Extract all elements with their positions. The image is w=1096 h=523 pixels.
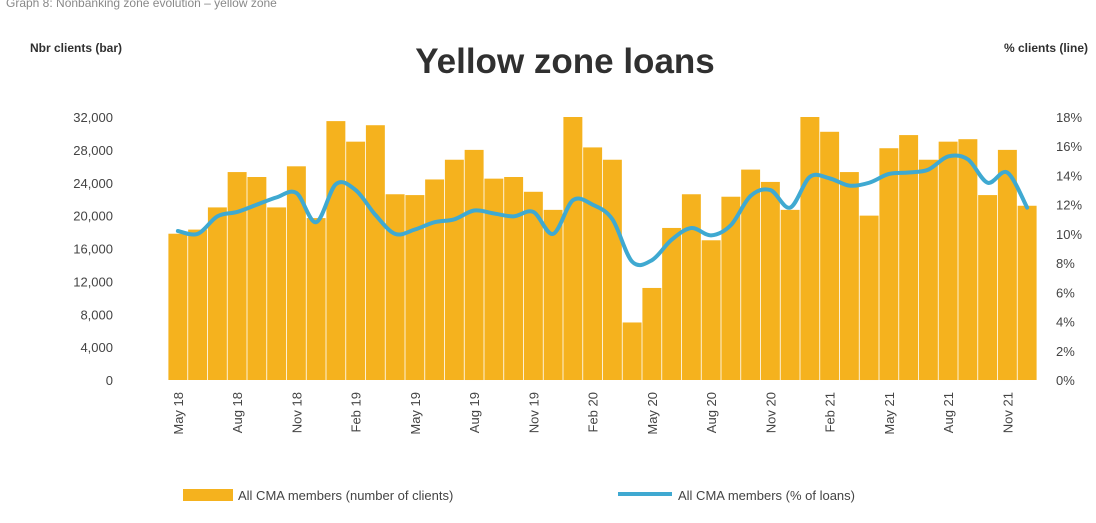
y-left-tick-label: 32,000 bbox=[73, 110, 113, 125]
y-right-axis-label: % clients (line) bbox=[1004, 41, 1088, 55]
bar-sep-20 bbox=[721, 196, 741, 380]
x-tick-label: May 18 bbox=[171, 392, 186, 435]
y-left-tick-label: 16,000 bbox=[73, 242, 113, 257]
x-tick-label: Feb 20 bbox=[586, 392, 601, 432]
bar-may-21 bbox=[879, 148, 899, 380]
chart-caption: Graph 8: Nonbanking zone evolution – yel… bbox=[6, 0, 277, 10]
y-right-ticks: 18% 16% 14% 12% 10% 8% 6% 4% 2% 0% bbox=[1056, 110, 1082, 388]
x-tick-label: Nov 20 bbox=[763, 392, 778, 433]
y-left-tick-label: 4,000 bbox=[80, 340, 113, 355]
bar-apr-20 bbox=[622, 322, 642, 380]
y-left-tick-label: 12,000 bbox=[73, 274, 113, 289]
y-left-tick-label: 20,000 bbox=[73, 209, 113, 224]
bar-jun-20 bbox=[662, 227, 682, 380]
y-left-tick-label: 0 bbox=[106, 373, 113, 388]
bar-oct-20 bbox=[741, 169, 761, 380]
bar-jul-20 bbox=[681, 194, 701, 380]
bar-may-20 bbox=[642, 287, 662, 380]
y-right-tick-label: 4% bbox=[1056, 315, 1075, 330]
bar-aug-18 bbox=[227, 172, 247, 380]
bar-nov-19 bbox=[523, 191, 543, 380]
bar-feb-21 bbox=[820, 131, 840, 380]
y-left-tick-label: 24,000 bbox=[73, 176, 113, 191]
y-right-tick-label: 12% bbox=[1056, 198, 1082, 213]
bar-jan-20 bbox=[563, 117, 583, 380]
bar-series bbox=[168, 117, 1037, 381]
bar-mar-19 bbox=[365, 125, 385, 380]
legend-line-label: All CMA members (% of loans) bbox=[678, 488, 855, 503]
bar-nov-20 bbox=[760, 181, 780, 380]
x-tick-label: Aug 21 bbox=[941, 392, 956, 433]
legend-bar-label: All CMA members (number of clients) bbox=[238, 488, 453, 503]
bar-jan-19 bbox=[326, 121, 346, 381]
x-tick-labels: May 18 Aug 18 Nov 18 Feb 19 May 19 Aug 19 Nov … bbox=[171, 392, 1016, 435]
bar-jul-18 bbox=[207, 207, 227, 380]
x-tick-label: Aug 18 bbox=[230, 392, 245, 433]
y-right-tick-label: 14% bbox=[1056, 168, 1082, 183]
bar-may-18 bbox=[168, 233, 188, 380]
bar-aug-21 bbox=[938, 141, 958, 380]
bar-sep-21 bbox=[958, 139, 978, 380]
bar-dec-21 bbox=[1017, 205, 1037, 380]
bar-aug-20 bbox=[701, 240, 721, 380]
y-left-tick-label: 28,000 bbox=[73, 143, 113, 158]
y-right-tick-label: 18% bbox=[1056, 110, 1082, 125]
bar-jun-18 bbox=[188, 229, 208, 380]
y-right-tick-label: 0% bbox=[1056, 373, 1075, 388]
bar-jan-21 bbox=[800, 117, 820, 380]
y-right-tick-label: 6% bbox=[1056, 285, 1075, 300]
x-tick-label: Nov 18 bbox=[289, 392, 304, 433]
x-tick-label: Feb 19 bbox=[349, 392, 364, 432]
bar-aug-19 bbox=[464, 149, 484, 381]
y-right-tick-label: 2% bbox=[1056, 344, 1075, 359]
legend: All CMA members (number of clients) All … bbox=[183, 488, 855, 503]
line-series-pct-of-loans bbox=[175, 153, 1030, 268]
y-left-axis-label: Nbr clients (bar) bbox=[30, 41, 122, 55]
bar-feb-19 bbox=[346, 141, 366, 380]
bar-apr-19 bbox=[385, 194, 405, 380]
bar-mar-20 bbox=[602, 159, 622, 380]
bar-jun-19 bbox=[425, 179, 445, 380]
bar-nov-21 bbox=[997, 149, 1017, 381]
bar-oct-19 bbox=[504, 177, 524, 380]
bar-oct-21 bbox=[978, 195, 998, 380]
y-right-tick-label: 8% bbox=[1056, 256, 1075, 271]
bar-jun-21 bbox=[899, 135, 919, 380]
bar-dec-18 bbox=[306, 218, 326, 380]
bar-may-19 bbox=[405, 195, 425, 380]
x-tick-label: May 20 bbox=[645, 392, 660, 435]
bar-sep-19 bbox=[484, 178, 504, 380]
bar-dec-20 bbox=[780, 209, 800, 380]
y-left-tick-label: 8,000 bbox=[80, 307, 113, 322]
bar-jul-21 bbox=[918, 159, 938, 380]
bar-apr-21 bbox=[859, 215, 879, 381]
line-series-group bbox=[175, 153, 1030, 268]
bar-nov-18 bbox=[286, 166, 306, 380]
bar-feb-20 bbox=[583, 147, 603, 380]
bar-oct-18 bbox=[267, 207, 287, 380]
y-right-tick-label: 10% bbox=[1056, 227, 1082, 242]
legend-bar-swatch bbox=[183, 489, 233, 501]
chart-title: Yellow zone loans bbox=[415, 42, 715, 81]
bar-dec-19 bbox=[543, 209, 563, 380]
x-tick-label: May 21 bbox=[882, 392, 897, 435]
x-tick-label: Aug 20 bbox=[704, 392, 719, 433]
x-tick-label: Nov 19 bbox=[526, 392, 541, 433]
x-tick-label: Nov 21 bbox=[1000, 392, 1015, 433]
bar-jul-19 bbox=[444, 159, 464, 380]
x-tick-label: Feb 21 bbox=[823, 392, 838, 432]
bar-mar-21 bbox=[839, 172, 859, 380]
x-tick-label: Aug 19 bbox=[467, 392, 482, 433]
bar-sep-18 bbox=[247, 177, 267, 380]
y-left-ticks: 32,000 28,000 24,000 20,000 16,000 12,000 8,00… bbox=[73, 110, 113, 388]
x-tick-label: May 19 bbox=[408, 392, 423, 435]
y-right-tick-label: 16% bbox=[1056, 139, 1082, 154]
